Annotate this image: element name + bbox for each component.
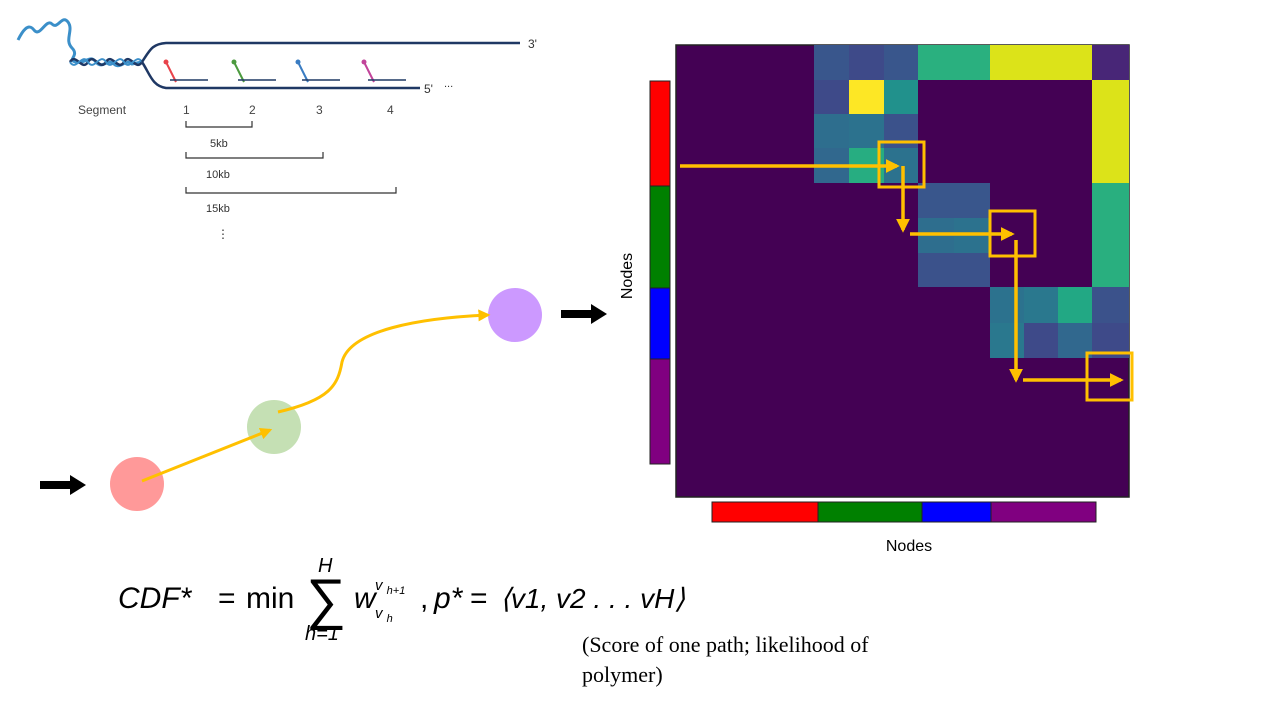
matrix-cell <box>849 45 884 80</box>
svg-text:v h+1: v h+1 <box>375 577 405 597</box>
matrix-cell <box>1058 287 1092 323</box>
graph-node-3 <box>488 288 542 342</box>
matrix-cell <box>814 80 849 114</box>
dna-helix-b <box>69 58 143 66</box>
matrix-cell <box>918 45 990 80</box>
input-arrow-icon <box>40 475 86 495</box>
matrix-path <box>680 159 1124 387</box>
formula-path-rhs: ⟨v1, v2 . . . vH⟩ <box>500 583 685 614</box>
label-5prime: 5' <box>424 82 433 96</box>
formula-weight-sub-sub: h <box>387 613 393 625</box>
matrix-heatmap: Nodes Nodes <box>619 44 1134 555</box>
matrix-cell <box>1024 323 1058 358</box>
formula-weight-sup: v <box>375 577 384 594</box>
probe-4 <box>361 59 406 83</box>
sum-icon: ∑ <box>306 567 346 630</box>
formula-weight: w <box>354 582 378 615</box>
matrix-cell <box>849 80 884 114</box>
formula-sum-lower: h=1 <box>305 623 339 645</box>
matrix-cell <box>1092 45 1129 80</box>
output-arrow-icon <box>561 304 607 324</box>
formula-sum-upper: H <box>318 555 333 577</box>
label-ellipsis: ... <box>444 78 453 90</box>
matrix-cell <box>990 287 1024 323</box>
matrix-cell <box>1092 80 1129 183</box>
matrix-x-label: Nodes <box>886 538 932 555</box>
svg-text:=: = <box>470 582 488 615</box>
matrix-cell <box>1024 287 1058 323</box>
dna-schematic: 3' 5' ... Segment 1 2 3 4 <box>16 18 537 241</box>
segment-label: Segment <box>78 103 127 117</box>
graph-path <box>40 288 607 511</box>
probe-1 <box>163 59 208 83</box>
matrix-cell <box>814 114 849 148</box>
label-3prime: 3' <box>528 37 537 51</box>
formula-lhs: CDF* <box>118 582 193 615</box>
graph-edge-2 <box>277 309 491 414</box>
segment-number-3: 3 <box>316 103 323 117</box>
probe-2 <box>231 59 276 83</box>
segment-number-4: 4 <box>387 103 394 117</box>
span-label-15kb: 15kb <box>206 203 230 215</box>
graph-node-2 <box>247 400 301 454</box>
matrix-cell <box>990 323 1024 358</box>
segment-number-2: 2 <box>249 103 256 117</box>
formula-operator: min <box>246 582 294 615</box>
matrix-cell <box>918 183 990 218</box>
formula-weight-sup-sub: h+1 <box>387 585 406 597</box>
span-label-10kb: 10kb <box>206 169 230 181</box>
segment-number-1: 1 <box>183 103 190 117</box>
matrix-col-bar <box>711 501 1097 523</box>
formula-path-lhs: p* <box>433 582 464 615</box>
span-15kb <box>185 187 397 194</box>
span-more: ⋮ <box>217 227 229 241</box>
graph-node-1 <box>110 457 164 511</box>
matrix-cell <box>1092 287 1129 323</box>
matrix-cell <box>814 45 849 80</box>
matrix-path-boxes <box>877 140 1134 402</box>
graph-edge-1 <box>141 427 273 483</box>
matrix-y-label: Nodes <box>619 253 636 299</box>
formula-weight-sub: v <box>375 605 384 622</box>
dna-squiggle <box>16 18 143 68</box>
matrix-cell <box>884 80 918 114</box>
formula-equals: = <box>218 582 236 615</box>
probe-3 <box>295 59 340 83</box>
matrix-cell <box>1092 183 1129 287</box>
matrix-cell <box>884 45 918 80</box>
strand-bottom <box>140 61 420 90</box>
score-note: (Score of one path; likelihood of polyme… <box>582 632 869 687</box>
matrix-cell <box>918 253 990 287</box>
strand-top <box>140 41 520 63</box>
span-5kb <box>185 121 253 128</box>
span-10kb <box>185 152 324 159</box>
formula: CDF* = min H ∑ h=1 w v h+1 v h , p* = ⟨v… <box>118 555 685 645</box>
svg-text:v h: v h <box>375 605 393 625</box>
svg-text:CDF*: CDF* <box>118 582 193 615</box>
matrix-cell <box>990 45 1092 80</box>
matrix-row-bar <box>649 80 671 465</box>
span-label-5kb: 5kb <box>210 138 228 150</box>
svg-text:,: , <box>420 582 428 615</box>
